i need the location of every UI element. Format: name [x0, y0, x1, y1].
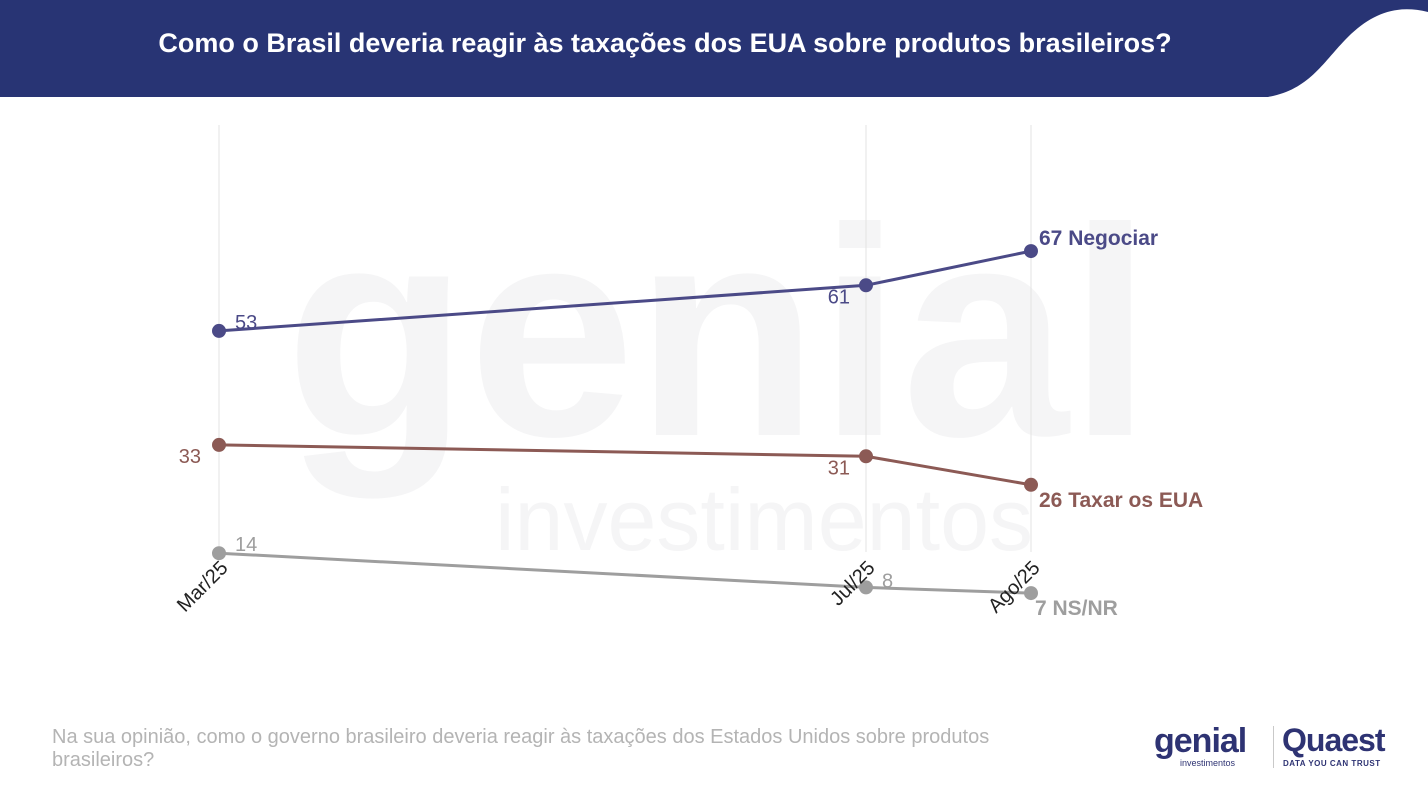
data-labels: 53 61 67 Negociar 33 31 26 Taxar os EUA 14 8 7 N… — [179, 227, 1203, 620]
header-background — [0, 0, 1428, 97]
data-label-0-0: 53 — [235, 312, 257, 334]
series-line-1 — [218, 443, 1032, 487]
data-point-0-2 — [1024, 244, 1038, 259]
data-point-1-0 — [212, 437, 226, 452]
series-points — [212, 244, 1038, 601]
data-point-2-0 — [212, 546, 226, 561]
data-label-1-0: 33 — [179, 446, 201, 468]
data-point-2-2 — [1024, 586, 1038, 601]
chart-title: Como o Brasil deveria reagir às taxações… — [158, 28, 1172, 58]
series-line-0 — [218, 249, 1032, 333]
data-label-0-2: 67 Negociar — [1039, 227, 1158, 250]
x-tick-label-0: Mar/25 — [173, 557, 233, 617]
data-point-1-2 — [1024, 477, 1038, 492]
data-label-2-2: 7 NS/NR — [1035, 597, 1118, 620]
data-label-1-1: 31 — [828, 457, 850, 479]
data-point-1-1 — [859, 449, 873, 464]
logo-divider — [1273, 726, 1274, 768]
grid-lines — [218, 125, 1032, 552]
x-axis-tick-labels: Mar/25 Jul/25 Ago/25 — [173, 557, 1045, 617]
quaest-tagline: DATA YOU CAN TRUST — [1283, 759, 1381, 768]
data-point-2-1 — [859, 580, 873, 595]
data-label-0-1: 61 — [828, 286, 850, 308]
data-point-0-1 — [859, 278, 873, 293]
data-point-0-0 — [212, 323, 226, 338]
logo-group: genial investimentos Quaest DATA YOU CAN… — [1150, 722, 1400, 772]
genial-logo-sub: investimentos — [1180, 758, 1236, 768]
survey-question-note: Na sua opinião, como o governo brasileir… — [52, 726, 990, 771]
genial-logo: genial — [1154, 722, 1247, 760]
header-banner: Como o Brasil deveria reagir às taxações… — [0, 0, 1428, 97]
data-label-1-2: 26 Taxar os EUA — [1039, 489, 1203, 512]
data-label-2-1: 8 — [882, 570, 893, 592]
series-line-2 — [218, 551, 1032, 595]
series-lines — [218, 249, 1032, 595]
quaest-logo: Quaest — [1282, 722, 1385, 758]
line-chart: 53 61 67 Negociar 33 31 26 Taxar os EUA 14 8 7 N… — [173, 125, 1203, 620]
data-label-2-0: 14 — [235, 534, 257, 556]
